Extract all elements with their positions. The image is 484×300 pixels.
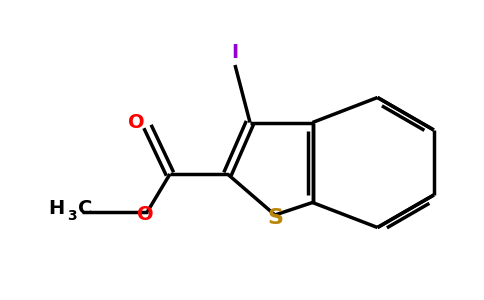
Text: S: S [267, 208, 283, 227]
Text: O: O [136, 205, 153, 224]
Text: I: I [231, 43, 239, 62]
Text: C: C [78, 200, 92, 218]
Text: H: H [48, 200, 65, 218]
Text: 3: 3 [67, 208, 76, 223]
Text: O: O [128, 113, 145, 132]
